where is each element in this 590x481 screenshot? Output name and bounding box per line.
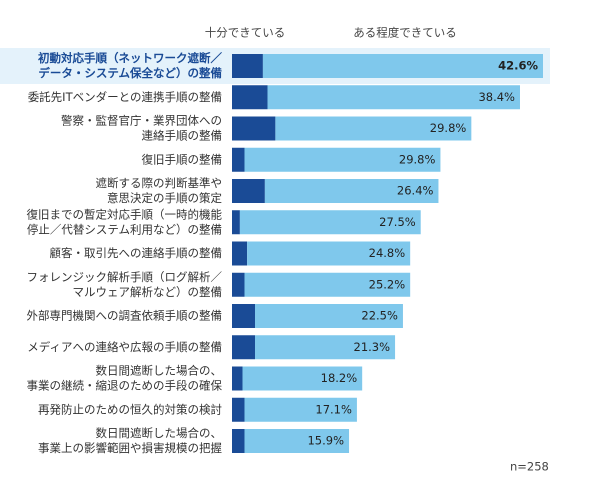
value-label: 17.1%	[315, 402, 352, 416]
bar-segment	[239, 210, 421, 235]
bar-segment	[267, 85, 520, 110]
legend-label: 十分できている	[205, 26, 286, 40]
value-label: 27.5%	[379, 215, 416, 229]
value-label: 22.5%	[361, 309, 398, 323]
category-label: 事業の継続・縮退のための手段の確保	[27, 379, 223, 393]
bar-segment	[232, 429, 245, 453]
bar-segment	[232, 335, 256, 360]
category-label: 意思決定の手順の策定	[107, 191, 222, 205]
bar-segment	[232, 85, 268, 110]
category-label: マルウェア解析など）の整備	[73, 285, 223, 299]
bar-segment	[232, 272, 245, 297]
category-label: 連絡手順の整備	[142, 129, 223, 143]
category-label: 数日間遮断した場合の、	[96, 364, 223, 378]
category-label: 外部専門機関への調査依頼手順の整備	[27, 309, 223, 323]
category-label: フォレンジック解析手順（ログ解析／	[27, 270, 223, 284]
bar-segment	[232, 366, 243, 391]
bar-segment	[275, 116, 472, 141]
bar-segment	[232, 179, 265, 203]
value-label: 26.4%	[397, 184, 434, 198]
bar-segment	[244, 429, 350, 453]
bar-segment	[244, 397, 357, 422]
category-label: 遮断する際の判断基準や	[96, 176, 223, 190]
note: n=258	[510, 460, 549, 474]
bar-segment	[232, 241, 248, 266]
bar-segment	[242, 366, 363, 391]
value-label: 18.2%	[321, 371, 358, 385]
value-label: 21.3%	[354, 340, 391, 354]
bar-segment	[232, 116, 276, 141]
bar-segment	[255, 335, 396, 360]
bar-segment	[244, 272, 411, 297]
category-label: 停止／代替システム利用など）の整備	[27, 222, 222, 236]
bar-segment	[232, 210, 240, 235]
bar-segment	[232, 397, 245, 422]
bar-segment	[232, 54, 263, 78]
bar-segment	[244, 147, 441, 172]
value-label: 42.6%	[498, 59, 538, 73]
category-label: 復旧までの暫定対応手順（一時的機能	[27, 207, 223, 221]
value-label: 29.8%	[399, 152, 436, 166]
category-label: 警察・監督官庁・業界団体への	[61, 114, 222, 128]
value-label: 15.9%	[307, 434, 344, 448]
category-label: データ・システム保全など）の整備	[38, 66, 222, 80]
category-label: 初動対応手順（ネットワーク遮断／	[38, 51, 222, 65]
value-label: 38.4%	[478, 90, 515, 104]
value-label: 29.8%	[430, 121, 467, 135]
category-label: 数日間遮断した場合の、	[96, 426, 223, 440]
bar-segment	[262, 54, 543, 78]
category-label: 委託先ITベンダーとの連携手順の整備	[28, 90, 222, 104]
category-label: 事業上の影響範囲や損害規模の把握	[38, 441, 222, 455]
category-label: 顧客・取引先への連絡手順の整備	[50, 246, 223, 260]
value-label: 25.2%	[369, 277, 406, 291]
bar-segment	[264, 179, 439, 203]
bar-segment	[255, 304, 403, 328]
category-label: 再発防止のための恒久的対策の検討	[38, 402, 222, 416]
value-label: 24.8%	[369, 246, 406, 260]
category-label: メディアへの連絡や広報の手順の整備	[27, 340, 222, 354]
bar-segment	[247, 241, 411, 266]
bar-segment	[232, 147, 245, 172]
legend-label: ある程度できている	[353, 26, 457, 40]
category-label: 復旧手順の整備	[142, 152, 223, 166]
bar-segment	[232, 304, 256, 328]
